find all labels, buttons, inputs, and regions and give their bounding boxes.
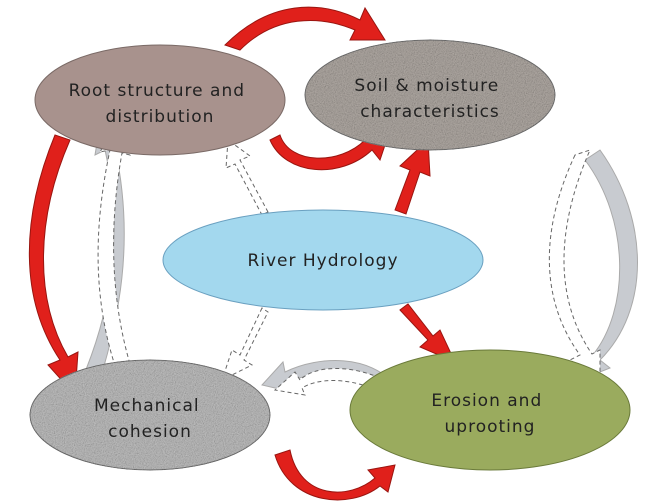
red-arrow bbox=[395, 140, 430, 214]
dashed-arrow bbox=[226, 140, 268, 215]
dashed-arrow bbox=[549, 150, 600, 380]
diagram: Root structure and distribution Soil & m… bbox=[0, 0, 660, 502]
label-line: characteristics bbox=[360, 102, 500, 122]
red-arrow bbox=[275, 450, 395, 500]
gray-arrow bbox=[580, 150, 638, 380]
label-line: River Hydrology bbox=[247, 251, 398, 271]
red-arrow bbox=[225, 7, 385, 50]
dashed-arrow bbox=[222, 308, 268, 380]
red-arrow bbox=[29, 135, 78, 395]
label-line: uprooting bbox=[445, 417, 536, 437]
label-line: Soil & moisture bbox=[354, 76, 499, 96]
label-line: Root structure and bbox=[69, 81, 245, 101]
label-line: cohesion bbox=[108, 422, 192, 442]
label-line: Mechanical bbox=[94, 396, 200, 416]
node-label: River Hydrology bbox=[247, 251, 398, 271]
label-line: distribution bbox=[106, 107, 215, 127]
label-line: Erosion and bbox=[431, 391, 542, 411]
